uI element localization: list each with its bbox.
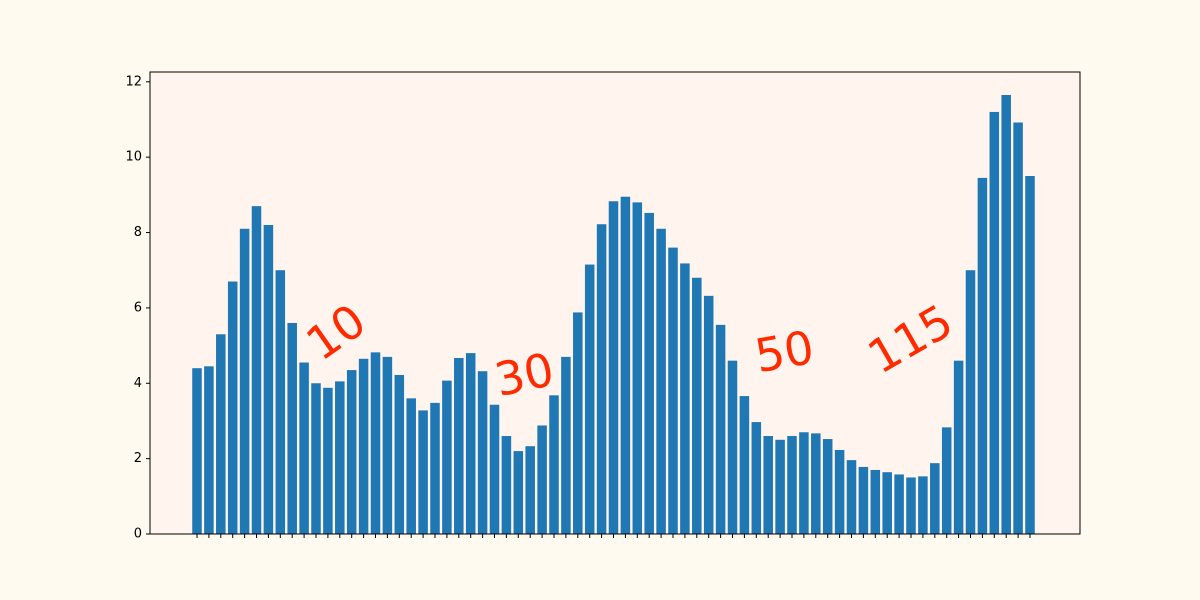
bar — [1025, 176, 1035, 534]
bar — [418, 410, 428, 534]
bar — [846, 460, 857, 534]
bar — [941, 427, 952, 534]
bar — [644, 212, 654, 534]
bar — [346, 370, 357, 534]
y-tick-label: 10 — [125, 150, 142, 165]
plot-frame — [149, 71, 1081, 535]
y-tick-label: 4 — [134, 376, 142, 391]
bar — [584, 264, 595, 534]
bar — [989, 111, 1000, 535]
bar — [501, 436, 512, 534]
annotation: 30 — [490, 342, 558, 407]
bar — [811, 433, 821, 534]
bar — [775, 439, 785, 534]
bar — [251, 206, 262, 534]
bar — [977, 177, 988, 535]
bar — [311, 383, 321, 534]
bar — [918, 476, 928, 534]
bar — [358, 358, 369, 534]
bar — [216, 334, 226, 534]
bar — [787, 436, 797, 534]
bar — [192, 368, 202, 534]
bar — [573, 312, 583, 534]
bar — [382, 356, 393, 534]
bar — [287, 322, 297, 534]
annotation: 50 — [751, 320, 818, 383]
bar — [596, 224, 607, 534]
bar — [715, 324, 726, 534]
bar — [370, 352, 381, 534]
bar — [430, 402, 440, 534]
bar — [465, 353, 476, 534]
bar — [323, 387, 333, 534]
bar — [822, 439, 833, 534]
y-tick-label: 2 — [134, 451, 142, 466]
bar — [906, 477, 916, 534]
bar — [454, 358, 464, 534]
bar — [965, 270, 976, 534]
bar — [299, 362, 309, 534]
bar — [953, 360, 964, 534]
bar — [489, 404, 500, 534]
bar — [549, 395, 559, 534]
y-tick-label: 6 — [134, 300, 142, 315]
bar — [227, 281, 238, 534]
bar — [882, 472, 892, 534]
bar — [751, 422, 762, 534]
bar — [1001, 94, 1011, 535]
bar — [608, 201, 619, 534]
bar — [692, 277, 702, 534]
bar — [537, 425, 547, 534]
bar — [561, 356, 571, 534]
bar — [834, 449, 845, 534]
bar — [668, 247, 678, 534]
y-tick-label: 12 — [125, 74, 142, 89]
bar — [477, 371, 488, 534]
bar — [632, 202, 643, 534]
y-tick-label: 0 — [134, 527, 142, 542]
bar — [263, 224, 274, 534]
bar — [1013, 122, 1023, 535]
bar — [763, 436, 773, 534]
bar — [858, 466, 869, 534]
bar — [894, 474, 904, 534]
bar — [204, 366, 214, 534]
bar — [406, 398, 416, 534]
y-tick-label: 8 — [134, 225, 142, 240]
bar — [442, 380, 452, 534]
bar — [680, 263, 690, 534]
bar — [620, 196, 631, 534]
bar — [335, 381, 345, 534]
bar — [870, 469, 881, 534]
bar — [275, 270, 286, 534]
bar — [656, 228, 666, 534]
bar — [703, 295, 714, 534]
bar — [727, 360, 738, 534]
bar — [930, 463, 940, 534]
bar — [525, 446, 535, 534]
bar — [739, 396, 750, 534]
bar — [394, 374, 405, 534]
bar — [513, 451, 524, 534]
bar — [799, 432, 809, 534]
bar — [239, 228, 250, 534]
